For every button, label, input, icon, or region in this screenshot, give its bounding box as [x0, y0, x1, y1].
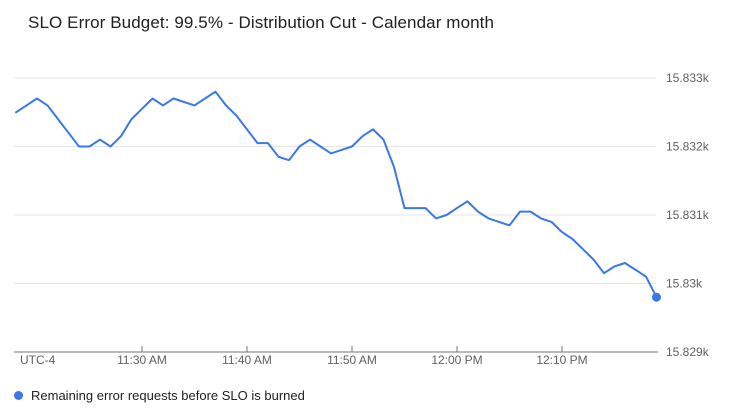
- y-tick-label: 15.831k: [666, 208, 710, 222]
- latest-point-marker: [652, 292, 661, 302]
- x-tick-label: 11:30 AM: [117, 353, 167, 367]
- x-tick-label: 11:50 AM: [327, 353, 377, 367]
- x-tick-label: 12:10 PM: [536, 353, 587, 367]
- timezone-label: UTC-4: [20, 353, 56, 367]
- series-marker-dot-icon: [14, 391, 23, 400]
- legend-item[interactable]: Remaining error requests before SLO is b…: [14, 388, 305, 403]
- y-tick-label: 15.833k: [666, 71, 710, 85]
- x-tick-label: 11:40 AM: [222, 353, 272, 367]
- chart-title: SLO Error Budget: 99.5% - Distribution C…: [28, 13, 495, 32]
- x-tick-label: 12:00 PM: [431, 353, 482, 367]
- y-tick-label: 15.83k: [666, 277, 703, 291]
- y-tick-label: 15.829k: [666, 345, 710, 359]
- legend-series-label: Remaining error requests before SLO is b…: [31, 388, 305, 403]
- series-line: [15, 90, 658, 299]
- y-tick-label: 15.832k: [666, 140, 710, 154]
